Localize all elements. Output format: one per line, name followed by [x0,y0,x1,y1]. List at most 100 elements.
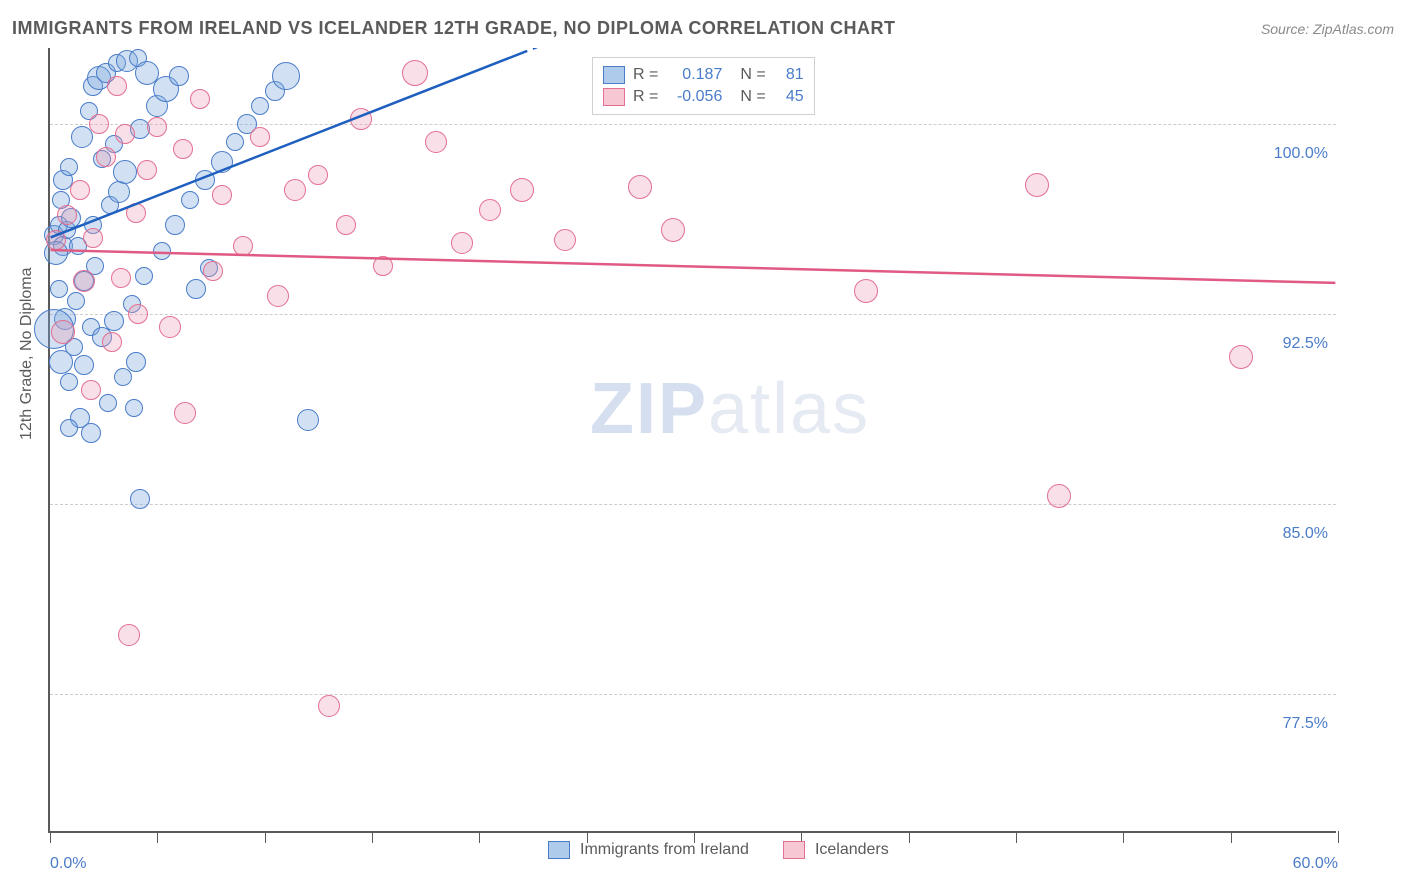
scatter-point [181,191,199,209]
scatter-point [308,165,328,185]
x-tick [372,831,373,843]
n-value: 81 [774,66,804,84]
chart-title: IMMIGRANTS FROM IRELAND VS ICELANDER 12T… [12,18,896,39]
x-tick [50,831,51,843]
scatter-point [114,368,132,386]
scatter-point [125,399,143,417]
trend-line-dashed [522,48,579,53]
scatter-point [49,350,73,374]
scatter-plot-area: ZIPatlas 77.5%85.0%92.5%100.0%0.0%60.0%R… [48,48,1336,833]
scatter-point [297,409,319,431]
scatter-point [126,203,146,223]
legend-series-label: Icelanders [815,841,889,859]
scatter-point [211,151,233,173]
scatter-point [510,178,534,202]
n-label: N = [740,66,765,84]
y-tick-label: 92.5% [1283,335,1328,353]
legend-stats-row: R = -0.056 N = 45 [603,86,804,108]
scatter-point [169,66,189,86]
scatter-point [267,285,289,307]
watermark: ZIPatlas [590,368,870,450]
scatter-point [554,229,576,251]
scatter-point [102,332,122,352]
scatter-point [203,261,223,281]
scatter-point [115,124,135,144]
scatter-point [425,131,447,153]
scatter-point [118,624,140,646]
x-tick [265,831,266,843]
scatter-point [479,199,501,221]
scatter-point [147,117,167,137]
scatter-point [1025,173,1049,197]
scatter-point [89,114,109,134]
scatter-point [402,60,428,86]
scatter-point [73,270,95,292]
r-value: -0.056 [666,88,722,106]
watermark-zip: ZIP [590,369,708,449]
scatter-point [153,242,171,260]
scatter-point [57,205,77,225]
x-tick [1231,831,1232,843]
n-value: 45 [774,88,804,106]
scatter-point [159,316,181,338]
n-label: N = [740,88,765,106]
scatter-point [336,215,356,235]
y-tick-label: 85.0% [1283,525,1328,543]
trendlines-layer [50,48,1336,831]
scatter-point [128,304,148,324]
scatter-point [60,373,78,391]
scatter-point [250,127,270,147]
source-attribution: Source: ZipAtlas.com [1261,21,1394,37]
scatter-point [130,489,150,509]
scatter-point [451,232,473,254]
gridline [50,314,1336,315]
scatter-point [126,352,146,372]
legend-swatch [603,66,625,84]
title-bar: IMMIGRANTS FROM IRELAND VS ICELANDER 12T… [12,18,1394,39]
scatter-point [272,62,300,90]
legend-swatch [783,841,805,859]
scatter-point [628,175,652,199]
scatter-point [1047,484,1071,508]
scatter-point [195,170,215,190]
scatter-point [1229,345,1253,369]
source-label: Source: [1261,21,1309,37]
scatter-point [111,268,131,288]
scatter-point [174,402,196,424]
scatter-point [318,695,340,717]
scatter-point [350,108,372,130]
scatter-point [186,279,206,299]
scatter-point [104,311,124,331]
source-name: ZipAtlas.com [1313,21,1394,37]
y-tick-label: 77.5% [1283,715,1328,733]
scatter-point [70,180,90,200]
legend-swatch [548,841,570,859]
scatter-point [96,147,116,167]
legend-swatch [603,88,625,106]
x-tick [157,831,158,843]
x-tick-label: 0.0% [50,855,86,873]
watermark-atlas: atlas [708,369,870,449]
scatter-point [135,267,153,285]
scatter-point [46,230,66,250]
r-label: R = [633,88,658,106]
scatter-point [173,139,193,159]
scatter-point [107,76,127,96]
scatter-point [661,218,685,242]
scatter-point [51,320,75,344]
scatter-point [373,256,393,276]
x-tick-label: 60.0% [1293,855,1338,873]
gridline [50,694,1336,695]
scatter-point [83,228,103,248]
scatter-point [81,423,101,443]
scatter-point [108,181,130,203]
scatter-point [60,419,78,437]
scatter-point [113,160,137,184]
legend-series-label: Immigrants from Ireland [580,841,749,859]
scatter-point [212,185,232,205]
scatter-point [226,133,244,151]
y-axis-label: 12th Grade, No Diploma [18,267,36,440]
x-tick [1338,831,1339,843]
scatter-point [81,380,101,400]
scatter-point [67,292,85,310]
